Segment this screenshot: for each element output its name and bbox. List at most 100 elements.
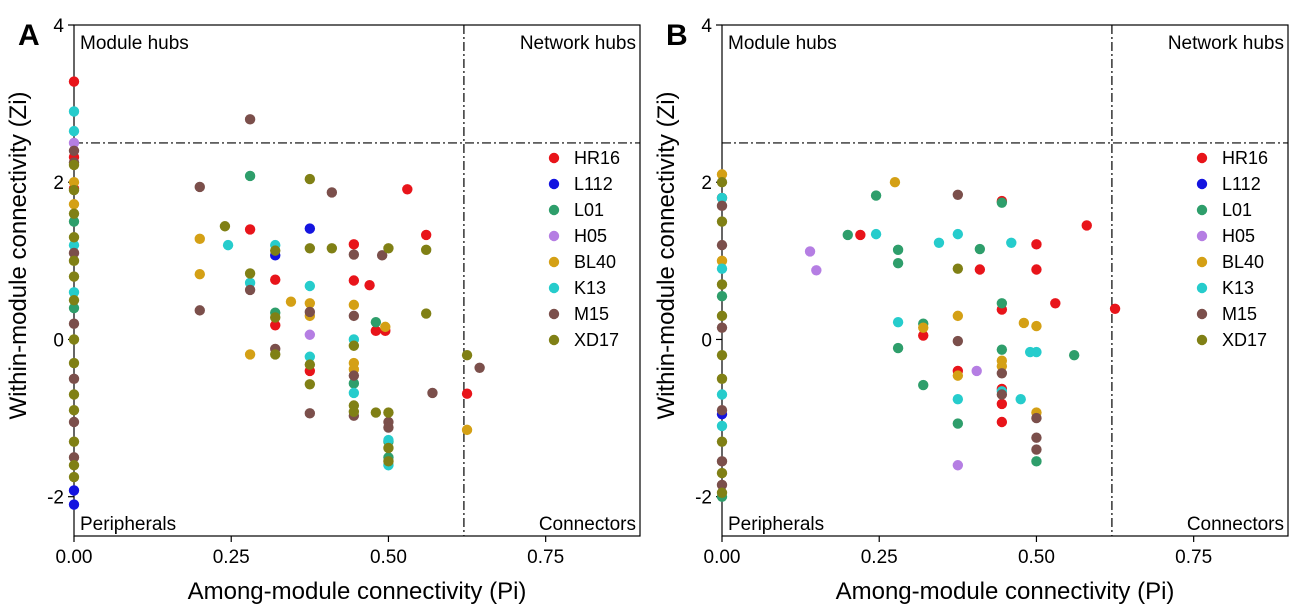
data-point-hr16 <box>996 416 1008 428</box>
data-point-bl40 <box>716 169 728 180</box>
data-point-k13 <box>952 228 964 240</box>
data-point-xd17 <box>716 177 728 188</box>
data-point-xd17 <box>304 243 316 254</box>
data-point-hr16 <box>996 398 1008 410</box>
data-point-m15 <box>716 322 728 333</box>
data-point-l112 <box>68 485 80 496</box>
data-point-m15 <box>244 114 256 125</box>
data-point-xd17 <box>219 221 231 232</box>
plot-frame <box>721 24 1289 537</box>
data-point-m15 <box>716 200 728 212</box>
data-point-l01 <box>892 342 904 354</box>
data-point-hr16 <box>364 280 375 291</box>
data-point-hr16 <box>244 224 256 235</box>
data-point-hr16 <box>1050 298 1061 309</box>
data-point-xd17 <box>68 405 80 416</box>
data-point-hr16 <box>348 275 360 286</box>
legend-label-l112: L112 <box>1222 174 1261 194</box>
data-point-hr16 <box>918 330 929 341</box>
quadrant-label-network-hubs: Network hubs <box>1168 33 1284 54</box>
panel-letter: B <box>666 19 688 52</box>
x-tick-label: 0.75 <box>527 547 564 568</box>
x-tick-label: 0.00 <box>704 547 741 568</box>
y-tick-label: 4 <box>701 16 712 37</box>
data-point-xd17 <box>68 389 80 400</box>
data-point-bl40 <box>304 298 316 309</box>
data-point-m15 <box>474 362 485 373</box>
data-point-hr16 <box>270 320 281 331</box>
data-point-k13 <box>870 228 882 240</box>
data-point-hr16 <box>974 264 986 275</box>
data-point-xd17 <box>68 159 80 171</box>
data-point-k13 <box>68 239 80 251</box>
data-point-m15 <box>326 187 338 198</box>
legend-label-k13: K13 <box>1222 278 1254 298</box>
legend-marker-xd17 <box>548 334 560 346</box>
data-point-l01 <box>892 258 904 269</box>
data-point-k13 <box>68 287 80 298</box>
legend-label-h05: H05 <box>1222 226 1255 246</box>
data-point-bl40 <box>285 296 297 307</box>
data-point-m15 <box>427 387 438 399</box>
quadrant-label-module-hubs: Module hubs <box>728 33 837 54</box>
data-point-m15 <box>68 373 80 384</box>
data-point-m15 <box>348 370 360 381</box>
data-point-bl40 <box>889 177 901 188</box>
data-point-h05 <box>804 246 816 257</box>
legend-marker-hr16 <box>1196 152 1208 164</box>
data-point-xd17 <box>304 359 316 370</box>
legend-marker-k13 <box>548 282 560 294</box>
y-tick-label: 2 <box>53 173 64 194</box>
legend-label-k13: K13 <box>574 278 606 298</box>
legend-marker-l112 <box>1196 178 1208 190</box>
data-point-hr16 <box>1031 264 1042 275</box>
x-axis-title: Among-module connectivity (Pi) <box>188 578 527 605</box>
data-point-xd17 <box>68 471 80 483</box>
data-point-xd17 <box>304 379 316 390</box>
data-point-hr16 <box>461 388 473 399</box>
data-point-xd17 <box>716 467 728 479</box>
data-point-l01 <box>952 418 964 429</box>
quadrant-label-module-hubs: Module hubs <box>80 33 189 54</box>
data-point-xd17 <box>270 312 281 323</box>
legend-marker-h05 <box>548 230 560 242</box>
legend-marker-l01 <box>1196 204 1208 216</box>
data-point-xd17 <box>68 294 80 306</box>
data-point-xd17 <box>68 184 80 196</box>
data-point-l01 <box>918 379 929 391</box>
data-point-bl40 <box>244 349 256 360</box>
data-point-xd17 <box>348 406 360 417</box>
quadrant-label-network-hubs: Network hubs <box>520 33 636 54</box>
quadrant-label-peripherals: Peripherals <box>728 514 824 535</box>
data-point-hr16 <box>68 76 80 87</box>
data-point-xd17 <box>304 173 316 185</box>
data-point-m15 <box>1031 444 1042 455</box>
legend-marker-m15 <box>1196 308 1208 320</box>
data-point-l01 <box>1068 349 1080 361</box>
data-point-bl40 <box>952 310 964 322</box>
data-point-m15 <box>383 422 394 433</box>
data-point-m15 <box>996 368 1008 379</box>
legend-label-bl40: BL40 <box>1222 252 1264 272</box>
data-point-hr16 <box>1081 220 1092 231</box>
x-tick-label: 0.00 <box>56 547 93 568</box>
data-point-hr16 <box>420 229 432 241</box>
data-point-m15 <box>304 408 316 419</box>
data-point-l01 <box>996 344 1008 355</box>
data-point-xd17 <box>420 308 432 319</box>
data-point-l01 <box>244 170 256 182</box>
legend-marker-bl40 <box>1196 256 1208 268</box>
data-point-h05 <box>811 265 822 276</box>
quadrant-label-connectors: Connectors <box>1187 514 1284 535</box>
legend-label-l01: L01 <box>1222 200 1252 220</box>
legend-label-bl40: BL40 <box>574 252 616 272</box>
x-axis-title: Among-module connectivity (Pi) <box>836 578 1175 605</box>
data-point-bl40 <box>348 299 360 311</box>
data-point-l01 <box>870 190 882 201</box>
data-point-h05 <box>971 365 982 377</box>
x-tick-label: 0.50 <box>370 547 407 568</box>
data-point-hr16 <box>1031 239 1042 250</box>
data-point-xd17 <box>716 487 728 498</box>
data-point-l01 <box>996 298 1008 309</box>
data-point-k13 <box>222 239 234 251</box>
